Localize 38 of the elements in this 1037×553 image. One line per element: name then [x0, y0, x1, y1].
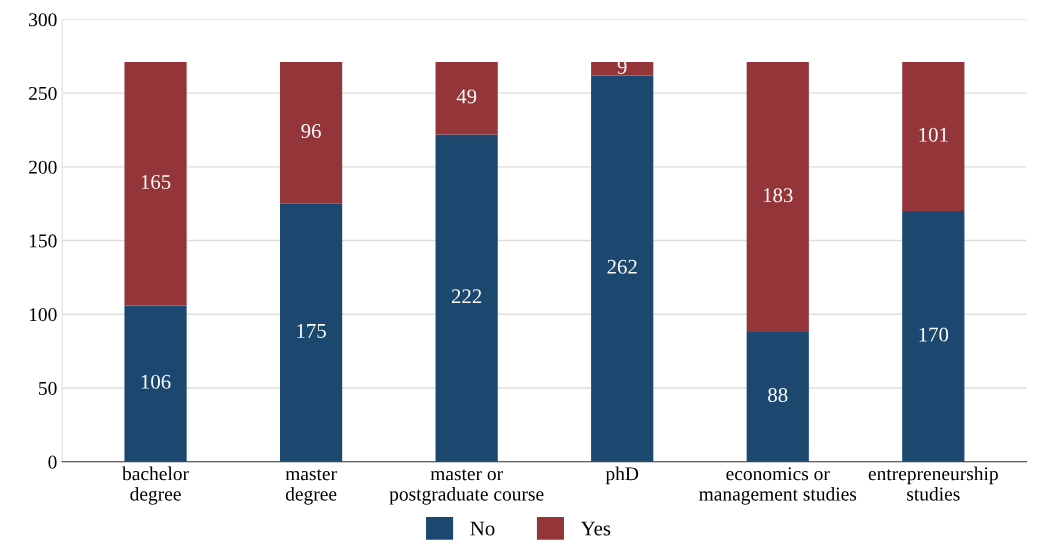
bar — [591, 75, 654, 462]
bar — [746, 331, 809, 462]
x-tick-label: bachelor degree — [122, 466, 189, 505]
y-tick-label: 0 — [48, 455, 57, 469]
x-tick-label: master or postgraduate course — [389, 469, 544, 505]
bar — [435, 134, 498, 462]
legend-label: No — [470, 521, 495, 536]
data-label: 96 — [301, 124, 321, 139]
y-tick-label: 100 — [29, 308, 57, 322]
x-tick-label: entrepreneurship studies — [868, 466, 998, 501]
x-tick-label: economics or management studies — [699, 467, 857, 505]
y-tick-label: 300 — [29, 13, 57, 27]
bar — [746, 62, 809, 332]
x-tick-label: phD — [605, 466, 639, 485]
data-label: 222 — [451, 289, 482, 304]
bar — [124, 305, 187, 462]
bar — [279, 203, 343, 462]
bar — [902, 211, 965, 462]
bar — [124, 62, 187, 306]
data-label: 106 — [141, 374, 171, 389]
data-label: 165 — [141, 174, 171, 189]
bar — [279, 62, 343, 204]
bar — [435, 62, 498, 135]
y-tick-label: 50 — [39, 381, 57, 395]
data-label: 183 — [763, 188, 793, 203]
bar — [902, 62, 965, 212]
data-label: 170 — [919, 327, 949, 342]
data-label: 49 — [456, 89, 477, 104]
data-label: 101 — [919, 127, 948, 142]
data-label: 175 — [297, 323, 326, 338]
y-tick-label: 200 — [29, 160, 57, 174]
data-label: 262 — [607, 259, 637, 274]
x-tick-label: master degree — [285, 469, 337, 505]
bar — [591, 62, 654, 76]
legend-label: Yes — [580, 521, 611, 536]
y-tick-label: 250 — [29, 86, 57, 101]
y-tick-label: 150 — [29, 234, 57, 248]
data-label: 88 — [768, 388, 788, 403]
